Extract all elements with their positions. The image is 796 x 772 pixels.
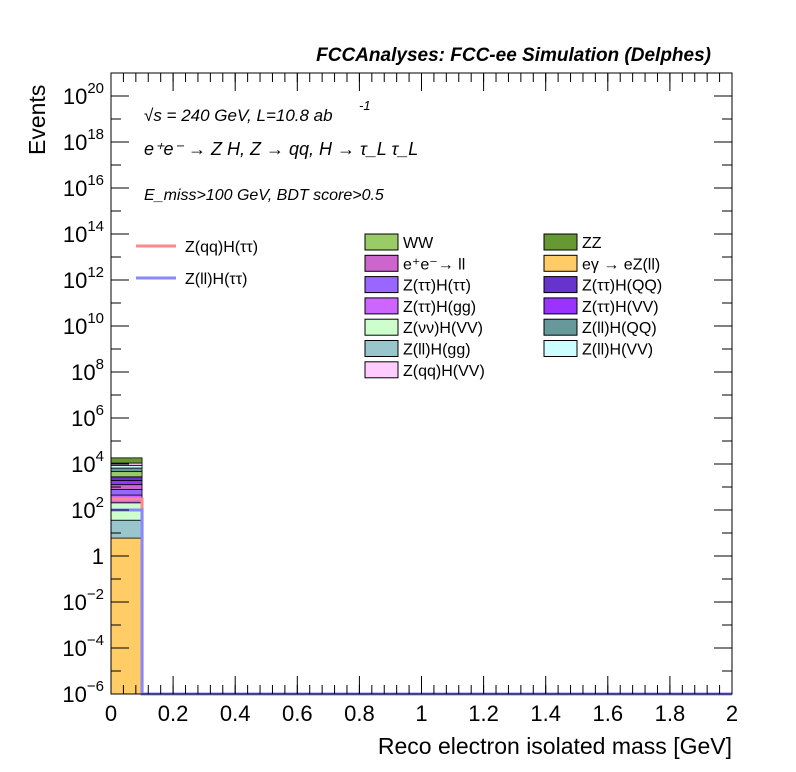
legend-label: Z(νν)H(VV)	[403, 320, 483, 337]
bar-0	[110, 537, 143, 695]
x-tick-label: 0	[105, 701, 117, 726]
legend-swatch	[543, 254, 578, 272]
signal-legend-label: Z(ll)H(ττ)	[185, 271, 247, 288]
legend-swatch	[364, 276, 399, 294]
bar-4	[110, 489, 143, 496]
legend-label: Z(ττ)H(gg)	[403, 299, 476, 316]
bar-1	[110, 519, 143, 539]
legend-label: Z(ll)H(gg)	[403, 342, 471, 359]
y-tick-label: 1016	[63, 172, 104, 201]
legend-label: WW	[403, 235, 434, 252]
x-tick-label: 0.8	[344, 701, 375, 726]
y-tick-label: 1010	[63, 310, 104, 339]
legend-label: eγ → eZ(ll)	[582, 256, 660, 273]
y-tick-label: 1014	[63, 218, 104, 247]
legend-swatch	[543, 340, 578, 357]
bar-12	[110, 457, 143, 464]
x-tick-label: 1.6	[593, 701, 624, 726]
energy-exponent: -1	[359, 98, 371, 113]
bar-9	[110, 467, 143, 473]
y-tick-label: 104	[71, 448, 104, 477]
legend-swatch	[543, 297, 578, 315]
y-tick-label: 1020	[63, 80, 104, 109]
legend-label: ZZ	[582, 235, 602, 252]
y-tick-label: 1	[92, 544, 104, 569]
x-tick-label: 1.8	[655, 701, 686, 726]
x-tick-label: 0.4	[220, 701, 251, 726]
bar-7	[110, 476, 143, 481]
bar-8	[110, 471, 143, 478]
plot-area-border	[110, 72, 733, 695]
legend-label: Z(ll)H(QQ)	[582, 320, 657, 337]
legend-swatch	[364, 233, 399, 251]
y-tick-label: 102	[71, 494, 104, 523]
energy-label: √s = 240 GeV, L=10.8 ab	[144, 106, 333, 125]
x-tick-label: 1	[415, 701, 427, 726]
bar-10	[110, 464, 143, 469]
x-tick-label: 2	[726, 701, 738, 726]
x-tick-label: 1.4	[530, 701, 561, 726]
legend-label: Z(ττ)H(ττ)	[403, 278, 471, 295]
legend-label: Z(qq)H(VV)	[403, 363, 485, 380]
legend-label: Z(ττ)H(QQ)	[582, 278, 662, 295]
y-tick-label: 10−4	[62, 632, 104, 661]
x-axis-label: Reco electron isolated mass [GeV]	[378, 733, 732, 759]
y-tick-label: 1012	[63, 264, 104, 293]
x-axis: 0 0.2 0.4 0.6 0.8 1 1.2 1.4 1.6 1.8 2	[105, 73, 738, 726]
y-tick-label: 10−6	[62, 678, 104, 707]
legend-swatch	[364, 297, 399, 315]
chart-title: FCCAnalyses: FCC-ee Simulation (Delphes)	[316, 45, 711, 66]
x-tick-label: 1.2	[468, 701, 499, 726]
x-tick-label: 0.6	[282, 701, 313, 726]
signal-line-1	[111, 508, 732, 696]
legend-swatch	[543, 276, 578, 294]
plot-frame	[110, 72, 733, 695]
legend-label: Z(ττ)H(VV)	[582, 299, 659, 316]
signal-histograms	[111, 497, 732, 696]
x-tick-label: 0.2	[158, 701, 189, 726]
signal-line-0	[111, 497, 732, 696]
y-tick-label: 10−2	[62, 586, 104, 615]
background-legend: WW ZZ e⁺e⁻→ ll eγ → eZ(ll) Z(ττ)H(ττ) Z(ττ)H(…	[364, 233, 662, 380]
legend-swatch	[543, 233, 578, 251]
stacked-histogram	[110, 457, 143, 695]
signal-legend-label: Z(qq)H(ττ)	[185, 239, 258, 256]
bar-6	[110, 480, 143, 486]
legend-swatch	[543, 318, 578, 336]
legend-swatch	[364, 340, 399, 357]
legend-swatch	[364, 254, 399, 272]
process-label: e⁺e⁻ → Z H, Z → qq, H → τ_L τ_L	[144, 139, 418, 159]
legend-label: e⁺e⁻→ ll	[403, 256, 465, 273]
signal-legend: Z(qq)H(ττ) Z(ll)H(ττ)	[136, 239, 258, 288]
legend-label: Z(ll)H(VV)	[582, 342, 653, 359]
annotations: √s = 240 GeV, L=10.8 ab -1 e⁺e⁻ → Z H, Z →…	[144, 98, 418, 204]
y-tick-label: 106	[71, 402, 104, 431]
y-tick-label: 1018	[63, 126, 104, 155]
y-axis-label: Events	[24, 85, 50, 155]
cut-label: E_miss>100 GeV, BDT score>0.5	[144, 187, 384, 204]
legend-swatch	[364, 361, 399, 379]
legend-swatch	[364, 318, 399, 336]
y-tick-label: 108	[71, 356, 104, 385]
y-axis: 10−6 10−4 10−2 1 102 104 106 108 1010 1012 1014 101…	[62, 72, 732, 707]
